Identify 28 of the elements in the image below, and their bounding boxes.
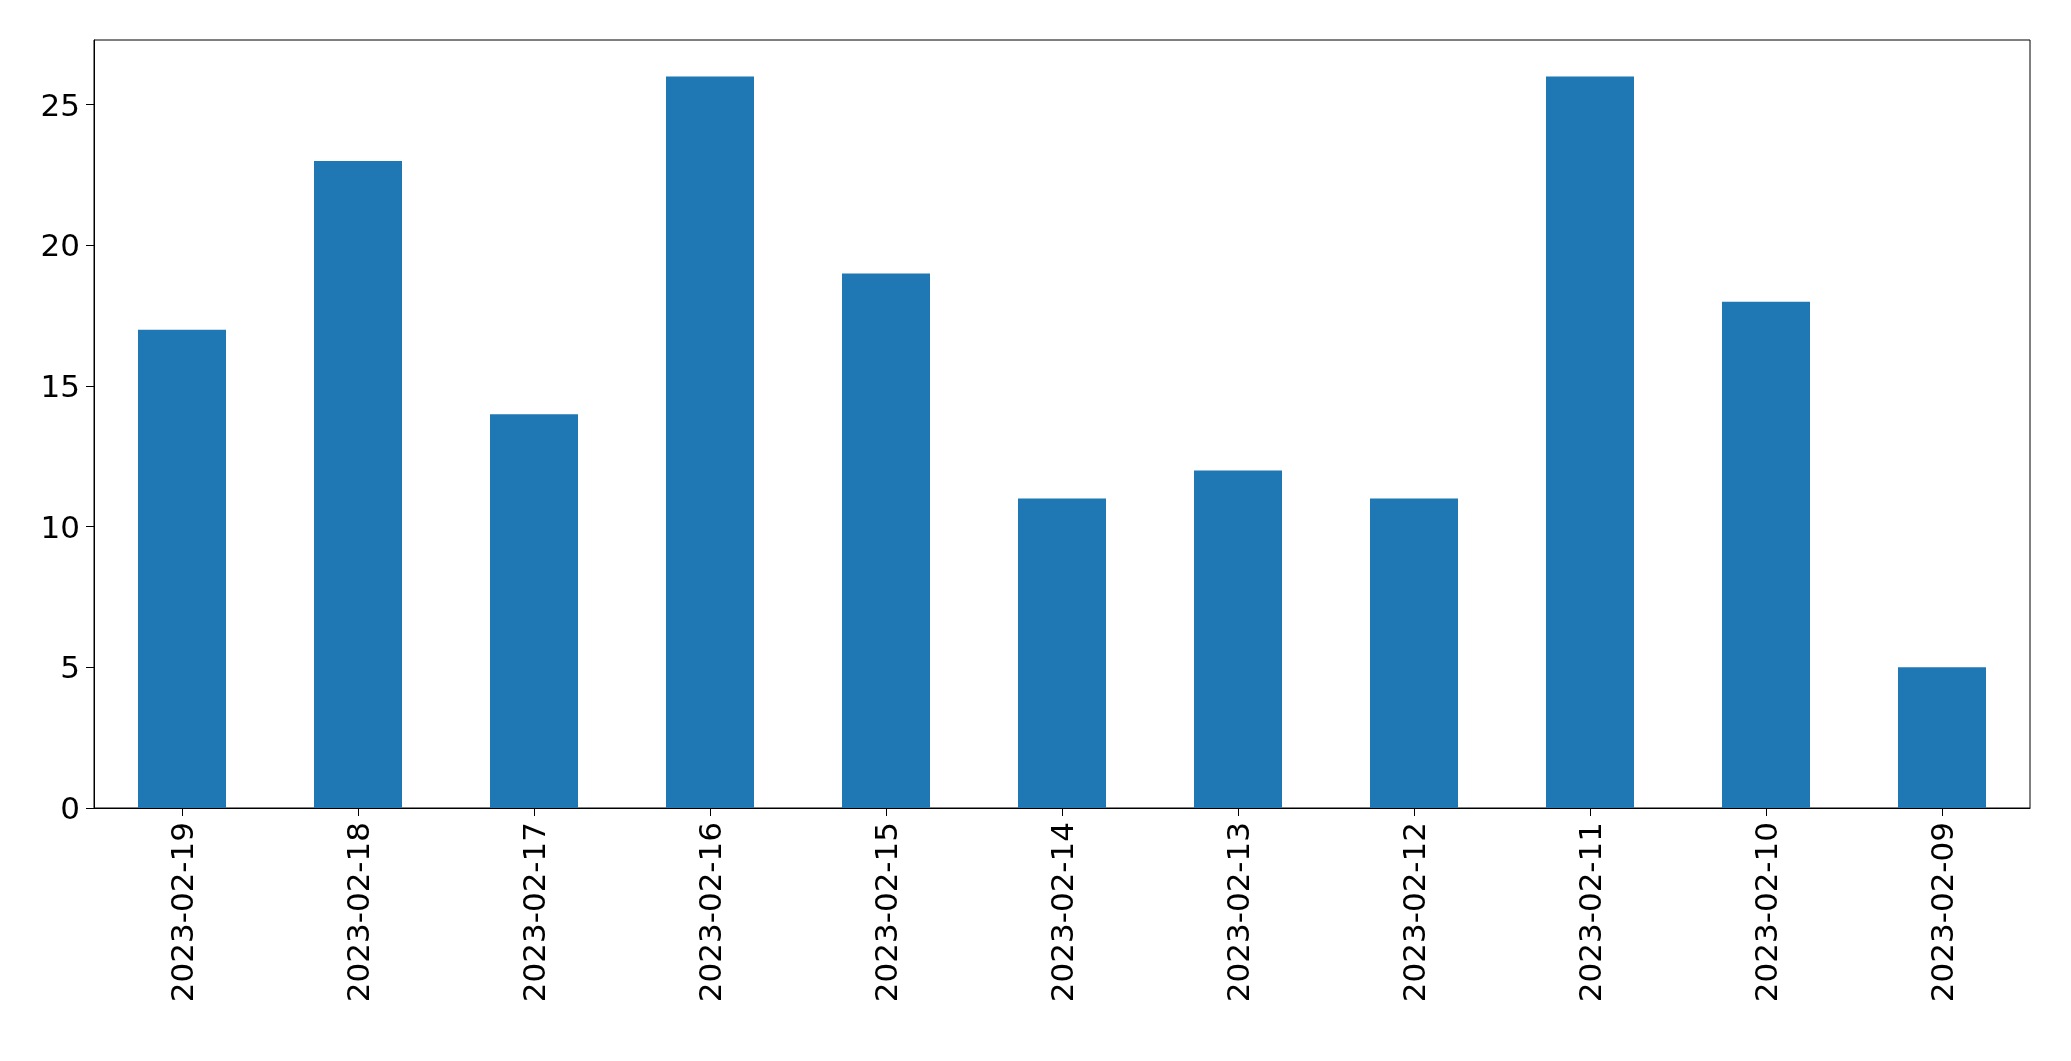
bar (842, 273, 930, 808)
bar (666, 76, 754, 808)
bar (1722, 301, 1810, 808)
bar (138, 329, 226, 808)
y-tick-label: 25 (40, 86, 80, 123)
x-tick-label: 2023-02-10 (1748, 822, 1784, 1003)
x-tick-label: 2023-02-16 (692, 822, 728, 1003)
x-tick-label: 2023-02-14 (1044, 822, 1080, 1003)
y-tick-label: 5 (60, 649, 80, 686)
bar (314, 160, 402, 808)
y-tick-label: 10 (40, 508, 80, 545)
x-tick-label: 2023-02-11 (1572, 822, 1608, 1003)
x-tick-label: 2023-02-18 (340, 822, 376, 1003)
bar (490, 414, 578, 808)
y-tick-label: 0 (60, 790, 80, 826)
x-tick-label: 2023-02-12 (1396, 822, 1432, 1003)
x-tick-label: 2023-02-13 (1220, 822, 1256, 1003)
y-tick-label: 15 (40, 368, 80, 405)
bar (1898, 667, 1986, 808)
x-tick-label: 2023-02-15 (868, 822, 904, 1003)
x-tick-label: 2023-02-19 (164, 822, 200, 1003)
x-tick-label: 2023-02-17 (516, 822, 552, 1003)
bar (1194, 470, 1282, 808)
y-tick-label: 20 (40, 227, 80, 264)
x-tick-label: 2023-02-09 (1924, 822, 1960, 1003)
bar (1018, 498, 1106, 808)
bar (1546, 76, 1634, 808)
bar (1370, 498, 1458, 808)
